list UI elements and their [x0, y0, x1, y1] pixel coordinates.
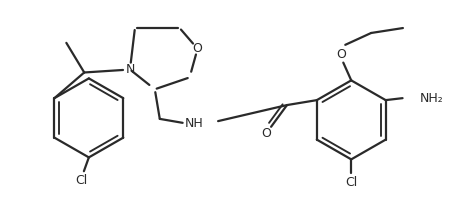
- Text: O: O: [192, 42, 202, 55]
- Text: O: O: [336, 48, 346, 61]
- Text: Cl: Cl: [75, 174, 87, 187]
- Text: NH: NH: [185, 117, 204, 130]
- Text: O: O: [261, 127, 271, 140]
- Text: NH₂: NH₂: [420, 92, 443, 105]
- Text: N: N: [125, 63, 135, 76]
- Text: Cl: Cl: [345, 176, 357, 189]
